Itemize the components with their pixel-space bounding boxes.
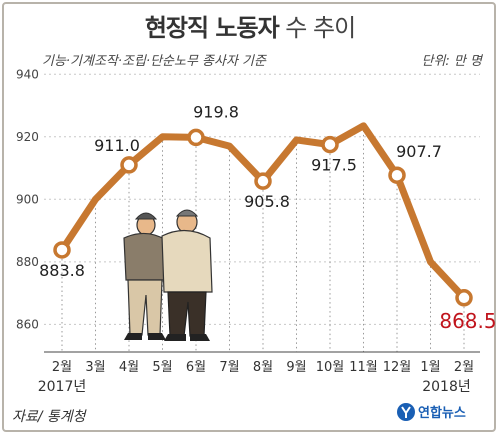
unit-label: 단위: 만 명 bbox=[421, 54, 483, 69]
data-label: 868.5 bbox=[439, 309, 496, 333]
x-tick-label: 10월 bbox=[316, 360, 345, 375]
y-tick-label: 880 bbox=[16, 255, 39, 269]
data-label: 883.8 bbox=[39, 261, 85, 280]
x-tick-label: 3월 bbox=[85, 360, 105, 375]
data-point-marker bbox=[388, 166, 406, 184]
chart-title-main: 현장직 노동자 bbox=[144, 14, 280, 42]
data-point-marker bbox=[455, 289, 473, 307]
data-point-marker bbox=[254, 172, 272, 190]
y-tick-label: 920 bbox=[16, 130, 39, 144]
data-label: 911.0 bbox=[94, 136, 140, 155]
yonhap-logo-text: 연합뉴스 bbox=[418, 405, 466, 421]
x-tick-label: 1월 bbox=[420, 360, 440, 375]
y-tick-label: 860 bbox=[16, 317, 39, 331]
x-tick-label: 6월 bbox=[186, 360, 206, 375]
year-label: 2017년 bbox=[38, 379, 87, 395]
chart-title-suffix: 수 추이 bbox=[278, 14, 356, 42]
x-tick-label: 7월 bbox=[219, 360, 239, 375]
x-tick-label: 2월 bbox=[454, 360, 474, 375]
data-label: 917.5 bbox=[311, 156, 357, 175]
data-label: 919.8 bbox=[193, 102, 239, 121]
yonhap-logo: 연합뉴스 bbox=[397, 403, 466, 421]
data-point-marker bbox=[53, 241, 71, 259]
x-tick-label: 5월 bbox=[152, 360, 172, 375]
data-label: 905.8 bbox=[244, 192, 290, 211]
x-tick-label: 8월 bbox=[253, 360, 273, 375]
y-tick-label: 900 bbox=[16, 192, 39, 206]
x-tick-label: 11월 bbox=[349, 360, 378, 375]
grid-layer bbox=[44, 73, 480, 352]
x-tick-label: 2월 bbox=[52, 360, 72, 375]
frame-border bbox=[2, 2, 496, 432]
chart-subtitle: 기능·기계조작·조립·단순노무 종사자 기준 bbox=[42, 54, 266, 69]
line-layer: 883.8 911.0 919.8 905.8 917.5 907.7 868.5 bbox=[39, 102, 497, 332]
x-tick-label: 4월 bbox=[119, 360, 139, 375]
data-point-marker bbox=[321, 135, 339, 154]
worker-illustration-right bbox=[161, 209, 213, 341]
chart-title: 현장직 노동자 수 추이 bbox=[0, 8, 500, 43]
source-label: 자료/ 통계청 bbox=[12, 409, 86, 425]
year-label: 2018년 bbox=[422, 379, 471, 395]
axis-layer: 860 880 900 920 940 2월 3월 4월 5월 6월 7월 8월 9월 10월 11월 12월… bbox=[16, 67, 480, 395]
y-tick-label: 940 bbox=[16, 67, 39, 81]
data-point-marker bbox=[120, 156, 138, 174]
data-label: 907.7 bbox=[396, 142, 442, 161]
data-point-marker bbox=[187, 128, 205, 147]
x-tick-label: 12월 bbox=[383, 360, 412, 375]
worker-illustration-left bbox=[123, 212, 167, 340]
workers-illustration bbox=[123, 209, 213, 341]
x-tick-label: 9월 bbox=[286, 360, 306, 375]
